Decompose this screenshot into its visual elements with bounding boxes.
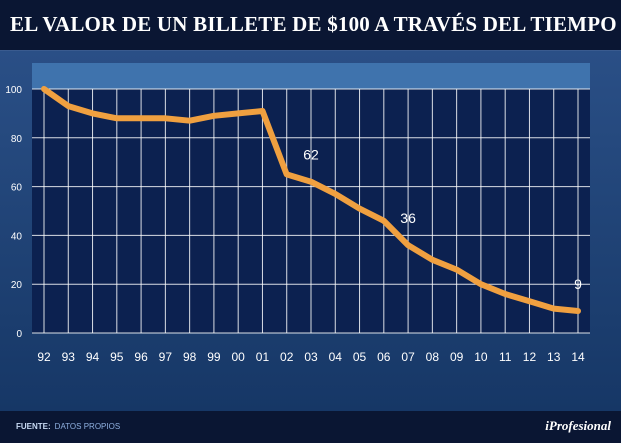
data-point [284, 171, 290, 177]
x-tick-label: 97 [159, 350, 173, 364]
footer-bar: FUENTE: DATOS PROPIOS iProfesional [0, 411, 621, 443]
data-point [308, 179, 314, 185]
x-tick-label: 93 [62, 350, 76, 364]
y-tick-label: 20 [11, 280, 23, 291]
data-point [478, 281, 484, 287]
data-point [575, 308, 581, 314]
data-point [235, 110, 241, 116]
data-point [41, 86, 47, 92]
data-point [357, 206, 363, 212]
data-label: 62 [303, 147, 319, 163]
x-tick-label: 10 [474, 350, 488, 364]
header-bar: EL VALOR DE UN BILLETE DE $100 A TRAVÉS … [0, 0, 621, 51]
x-tick-label: 05 [353, 350, 367, 364]
source-label: FUENTE: [16, 422, 51, 431]
data-label: 36 [400, 210, 416, 226]
x-tick-label: 06 [377, 350, 391, 364]
data-point [405, 242, 411, 248]
data-point [114, 115, 120, 121]
data-point [551, 306, 557, 312]
data-label: 9 [574, 276, 582, 292]
y-tick-label: 60 [11, 183, 23, 194]
data-point [526, 298, 532, 304]
x-tick-label: 08 [426, 350, 440, 364]
x-tick-label: 13 [547, 350, 561, 364]
x-tick-label: 94 [86, 350, 100, 364]
x-tick-label: 00 [232, 350, 246, 364]
x-tick-label: 11 [499, 350, 512, 364]
data-point [502, 291, 508, 297]
y-tick-label: 40 [11, 231, 23, 242]
x-tick-label: 03 [304, 350, 318, 364]
source-text: DATOS PROPIOS [54, 422, 121, 431]
data-point [138, 115, 144, 121]
brand-logo: iProfesional [545, 418, 611, 433]
x-tick-label: 99 [207, 350, 221, 364]
y-tick-label: 0 [16, 329, 22, 340]
x-tick-label: 98 [183, 350, 197, 364]
y-tick-label: 80 [11, 134, 23, 145]
x-tick-label: 01 [256, 350, 270, 364]
data-point [454, 267, 460, 273]
data-point [259, 108, 265, 114]
data-point [162, 115, 168, 121]
data-point [381, 218, 387, 224]
x-tick-label: 07 [401, 350, 415, 364]
data-point [65, 103, 71, 109]
plot-header-band [32, 63, 590, 89]
x-tick-label: 96 [134, 350, 148, 364]
x-tick-label: 02 [280, 350, 294, 364]
y-tick-label: 100 [5, 85, 22, 96]
x-tick-label: 04 [329, 350, 343, 364]
x-tick-label: 95 [110, 350, 124, 364]
x-tick-label: 92 [37, 350, 51, 364]
chart-title: EL VALOR DE UN BILLETE DE $100 A TRAVÉS … [10, 12, 617, 36]
data-point [90, 110, 96, 116]
x-tick-label: 14 [571, 350, 585, 364]
x-tick-label: 09 [450, 350, 464, 364]
data-point [429, 257, 435, 263]
data-point [211, 113, 217, 119]
data-point [187, 118, 193, 124]
x-tick-label: 12 [523, 350, 537, 364]
source-note: FUENTE: DATOS PROPIOS [16, 422, 120, 431]
data-point [332, 191, 338, 197]
